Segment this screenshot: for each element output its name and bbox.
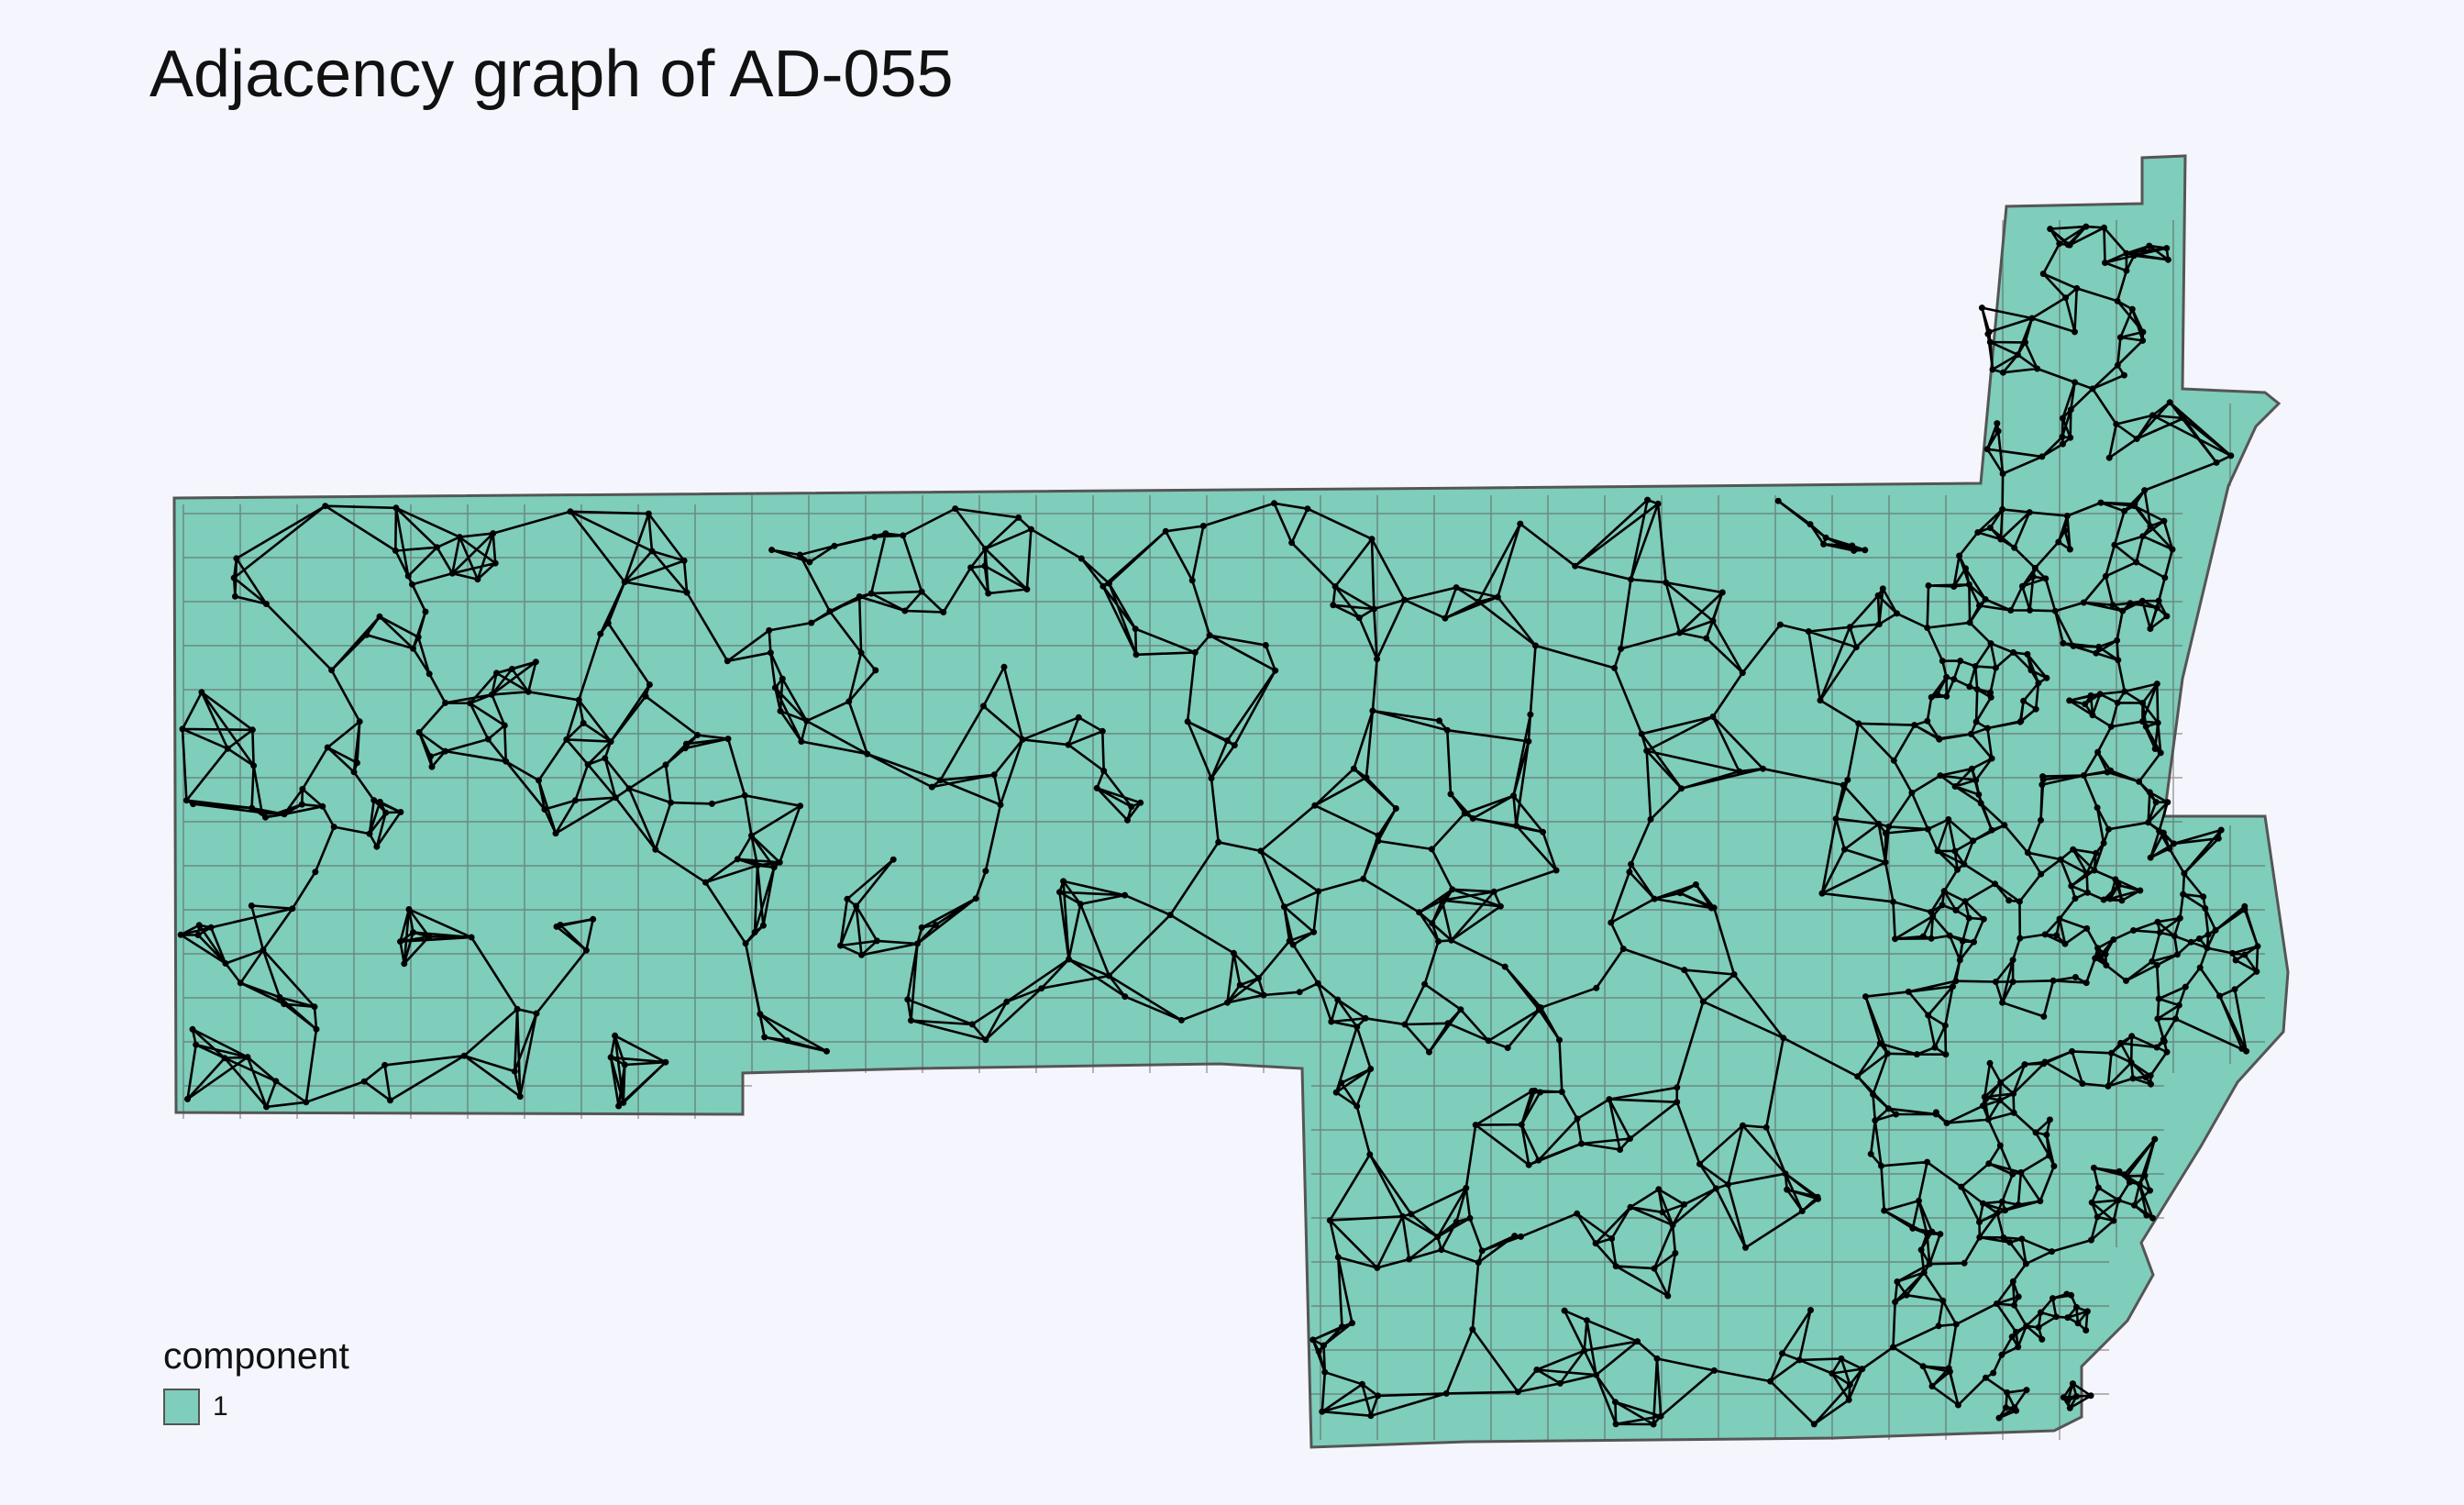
legend-label: 1 — [213, 1391, 228, 1422]
legend-item: 1 — [163, 1389, 349, 1425]
district-region — [172, 154, 2290, 1449]
legend-swatch — [163, 1389, 200, 1425]
map-title: Adjacency graph of AD-055 — [149, 38, 954, 111]
legend-title: component — [163, 1334, 349, 1377]
adjacency-nodes — [177, 223, 2261, 1428]
adjacency-node-dots — [177, 223, 2261, 1428]
legend: component 1 — [163, 1334, 349, 1425]
